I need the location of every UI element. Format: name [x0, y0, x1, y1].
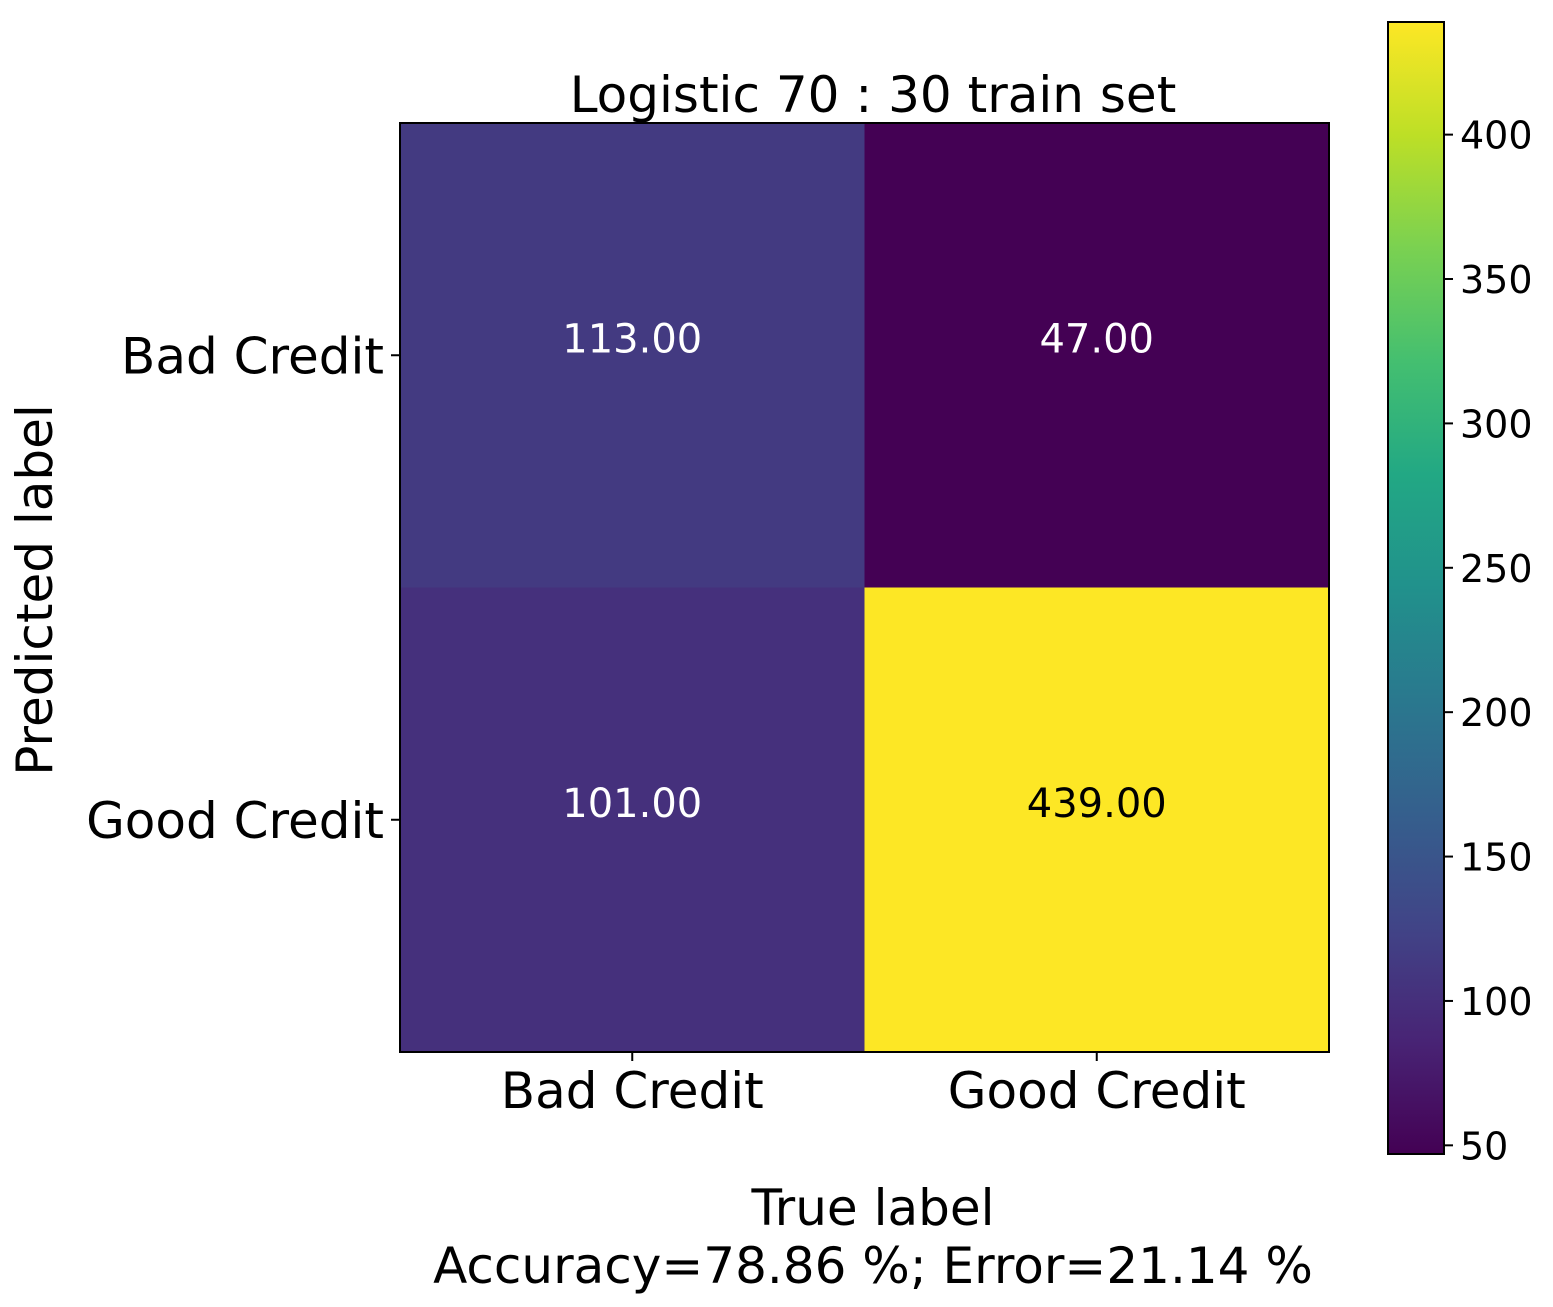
- y-axis-label: Predicted label: [6, 404, 64, 776]
- x-tick-label: Good Credit: [948, 1062, 1246, 1120]
- x-axis-ticks: Bad Credit Good Credit: [501, 1052, 1246, 1120]
- cell-value-label: 439.00: [1027, 781, 1167, 827]
- x-tick-label: Bad Credit: [501, 1062, 764, 1120]
- colorbar-tick-label: 50: [1460, 1124, 1508, 1168]
- colorbar-tick-label: 300: [1460, 402, 1533, 446]
- heatmap-cell: [400, 587, 865, 1053]
- x-axis-label: True label: [750, 1179, 994, 1237]
- cell-value-labels: 113.00 47.00 101.00 439.00: [562, 316, 1166, 827]
- colorbar-tick-label: 400: [1460, 114, 1533, 158]
- colorbar-tick-label: 150: [1460, 836, 1533, 880]
- heatmap-cells: [400, 123, 1330, 1053]
- y-tick-label: Bad Credit: [121, 327, 384, 385]
- colorbar-tick-label: 250: [1460, 547, 1533, 591]
- colorbar-tick-label: 200: [1460, 691, 1533, 735]
- y-tick-label: Good Credit: [86, 792, 384, 850]
- x-axis-accuracy-note: Accuracy=78.86 %; Error=21.14 %: [433, 1237, 1313, 1295]
- chart-title: Logistic 70 : 30 train set: [570, 66, 1177, 124]
- colorbar-ticks: 50 100 150 200 250 300 350 400: [1444, 114, 1533, 1168]
- colorbar-tick-label: 100: [1460, 980, 1533, 1024]
- colorbar: [1387, 21, 1445, 1155]
- heatmap-cell: [864, 123, 1330, 588]
- heatmap-cell: [400, 123, 865, 588]
- cell-value-label: 101.00: [562, 781, 702, 827]
- y-axis-ticks: Bad Credit Good Credit: [86, 327, 400, 850]
- cell-value-label: 113.00: [562, 316, 702, 362]
- colorbar-tick-label: 350: [1460, 258, 1533, 302]
- heatmap-cell: [864, 587, 1330, 1053]
- cell-value-label: 47.00: [1039, 316, 1154, 362]
- plot-frame: [399, 122, 1330, 1053]
